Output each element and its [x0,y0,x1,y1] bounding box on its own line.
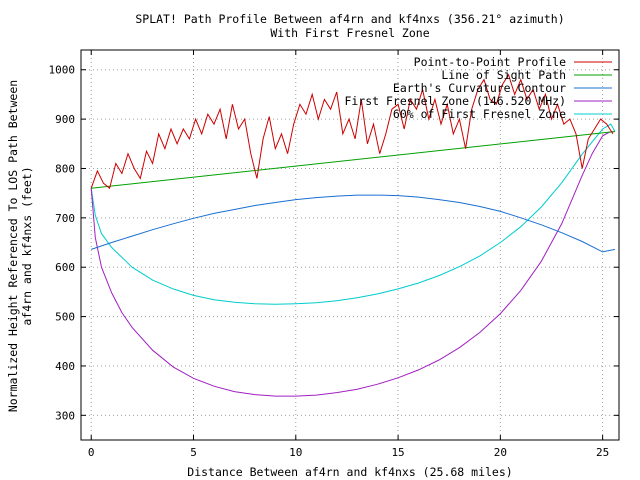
series-line-3 [90,131,615,397]
x-tick-label: 15 [391,446,404,459]
series-layer [90,73,616,397]
y-tick-label: 1000 [49,64,76,77]
grid [81,50,619,440]
series-line-1 [91,131,615,189]
y-axis-label-line2: af4rn and kf4nxs (feet) [20,166,34,325]
legend-label-4: 60% of First Fresnel Zone [393,107,566,121]
legend-label-0: Point-to-Point Profile [414,55,566,69]
x-tick-label: 25 [596,446,609,459]
legend-label-2: Earth's Curvature Contour [393,81,566,95]
x-tick-label: 20 [494,446,507,459]
x-tick-label: 10 [289,446,302,459]
plot-frame [80,49,620,441]
legend-label-3: First Fresnel Zone (146.520 MHz) [344,94,566,108]
x-tick-label: 0 [88,446,95,459]
ticks: 0 5 10 15 20 25 300 400 500 600 700 800 900 1000 [49,50,619,459]
chart-title: SPLAT! Path Profile Between af4rn and kf… [135,12,564,26]
y-axis-label-line1: Normalized Height Referenced To LOS Path… [6,80,20,412]
series-line-2 [91,194,615,253]
x-tick-label: 5 [190,446,197,459]
y-tick-label: 400 [55,360,75,373]
legend-label-1: Line of Sight Path [441,68,566,82]
y-tick-label: 800 [55,162,75,175]
y-tick-label: 500 [55,311,75,324]
y-tick-label: 600 [55,261,75,274]
chart-subtitle: With First Fresnel Zone [270,26,429,40]
y-tick-label: 700 [55,212,75,225]
y-tick-label: 300 [55,409,75,422]
series-line-0 [90,73,614,190]
y-tick-label: 900 [55,113,75,126]
series-line-4 [90,123,616,305]
x-axis-label: Distance Between af4rn and kf4nxs (25.68… [187,465,512,479]
